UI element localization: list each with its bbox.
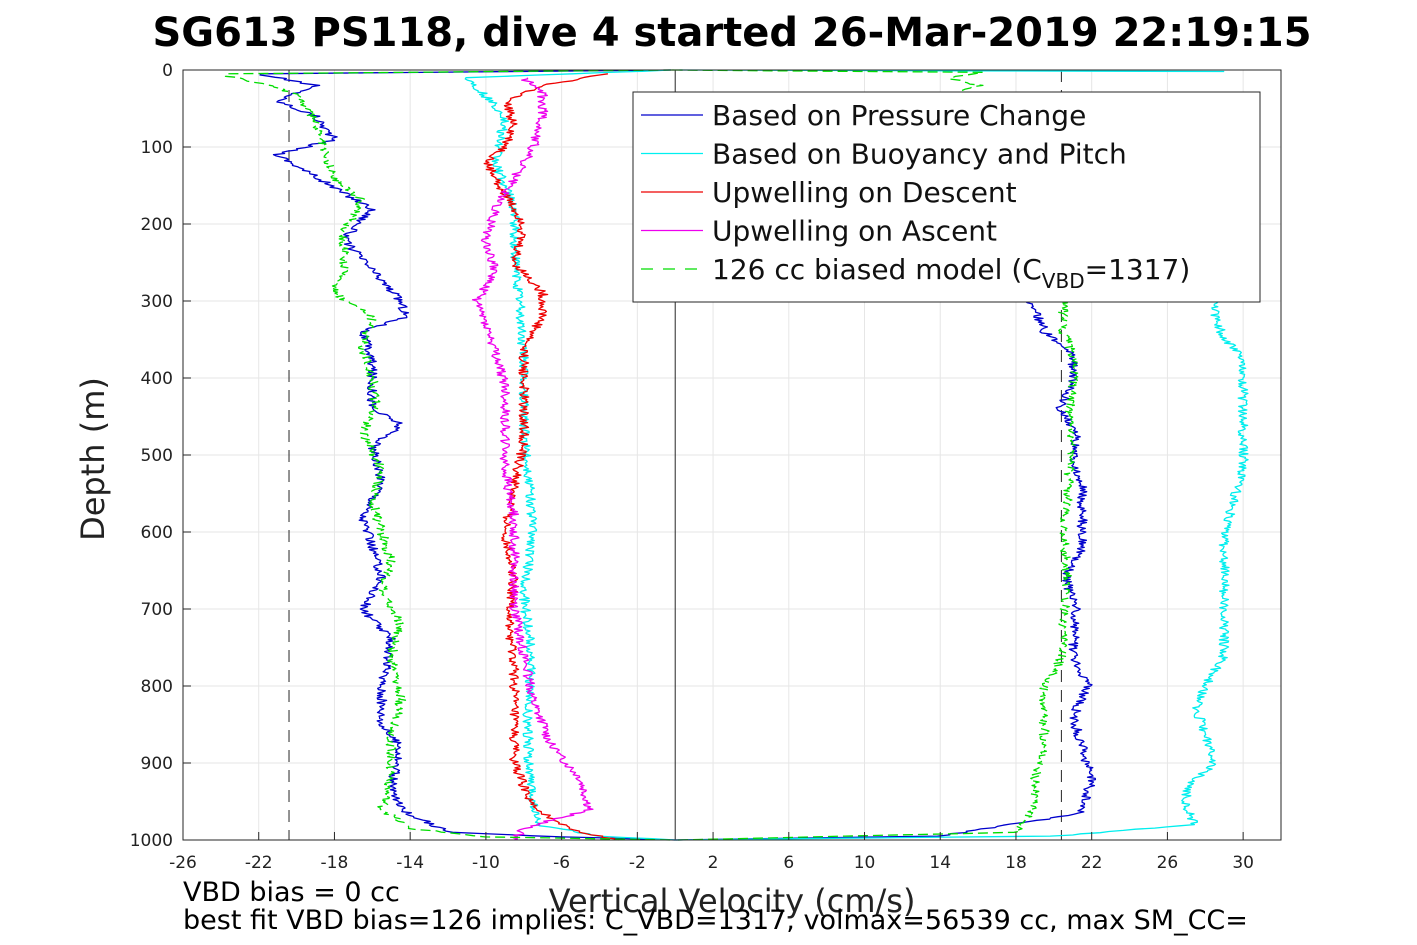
legend-label-text: Based on Buoyancy and Pitch — [712, 138, 1127, 171]
legend-label-suffix: =1317) — [1085, 253, 1191, 286]
x-tick-label: 2 — [708, 853, 719, 873]
x-tick-label: -26 — [169, 853, 197, 873]
series-line — [259, 69, 676, 841]
y-tick-label: 1000 — [130, 831, 173, 851]
x-tick-label: -18 — [321, 853, 349, 873]
legend-label-text: Upwelling on Ascent — [712, 215, 997, 248]
series-line — [677, 292, 1079, 841]
y-axis-ticks: 0 100 200 300 400 500 600 700 800 900 1000 — [130, 61, 191, 851]
x-tick-label: -10 — [472, 853, 500, 873]
y-tick-label: 500 — [141, 446, 173, 466]
legend-label-subscript: VBD — [1042, 269, 1085, 293]
y-tick-label: 400 — [141, 369, 173, 389]
series-line — [471, 77, 594, 841]
legend-label: 126 cc biased model (CVBD=1317) — [712, 253, 1190, 293]
series-line — [483, 73, 619, 841]
x-tick-label: 26 — [1157, 853, 1179, 873]
vbd-bias-annotation: VBD bias = 0 cc — [183, 877, 400, 908]
x-tick-label: 10 — [854, 853, 876, 873]
legend-label-text: 126 cc biased model (C — [712, 253, 1042, 286]
data-series — [224, 69, 1249, 841]
x-tick-label: -22 — [245, 853, 273, 873]
x-tick-label: -14 — [396, 853, 424, 873]
y-tick-label: 0 — [162, 61, 173, 81]
legend-label: Based on Pressure Change — [712, 99, 1086, 132]
x-tick-label: 22 — [1081, 853, 1103, 873]
legend: Based on Pressure Change Based on Buoyanc… — [632, 91, 1261, 303]
x-tick-label: -6 — [553, 853, 570, 873]
best-fit-annotation: best fit VBD bias=126 implies: C_VBD=131… — [183, 905, 1248, 936]
series-line — [674, 292, 1249, 841]
x-tick-label: 14 — [929, 853, 951, 873]
y-tick-label: 700 — [141, 600, 173, 620]
y-tick-label: 800 — [141, 677, 173, 697]
series-line — [464, 69, 676, 841]
y-tick-label: 600 — [141, 523, 173, 543]
chart-title: SG613 PS118, dive 4 started 26-Mar-2019 … — [152, 10, 1311, 56]
series-line — [672, 69, 984, 94]
legend-label-text: Based on Pressure Change — [712, 99, 1086, 132]
legend-box — [632, 91, 1261, 303]
x-tick-label: 30 — [1232, 853, 1254, 873]
x-axis-ticks: -26 -22 -18 -14 -10 -6 -2 2 6 10 14 18 22 26 30 — [169, 832, 1254, 873]
x-tick-label: 6 — [783, 853, 794, 873]
legend-label: Upwelling on Descent — [712, 176, 1017, 209]
series-line — [224, 69, 676, 841]
y-axis-label: Depth (m) — [74, 377, 112, 541]
x-tick-label: 18 — [1005, 853, 1027, 873]
series-line — [675, 292, 1097, 841]
legend-label: Based on Buoyancy and Pitch — [712, 138, 1127, 171]
x-tick-label: -2 — [629, 853, 646, 873]
x-axis-label: Vertical Velocity (cm/s) — [549, 882, 916, 920]
y-tick-label: 300 — [141, 292, 173, 312]
legend-label-text: Upwelling on Descent — [712, 176, 1017, 209]
legend-label: Upwelling on Ascent — [712, 215, 997, 248]
y-tick-label: 200 — [141, 215, 173, 235]
y-tick-label: 100 — [141, 138, 173, 158]
y-tick-label: 900 — [141, 754, 173, 774]
